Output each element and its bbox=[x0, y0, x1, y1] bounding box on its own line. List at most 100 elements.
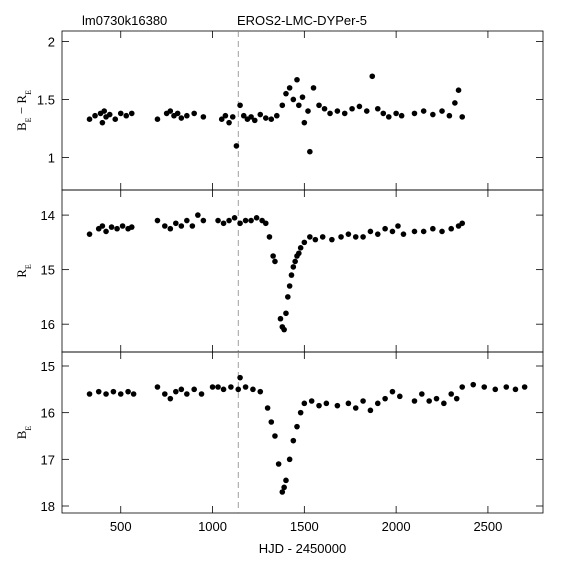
data-point bbox=[312, 236, 319, 243]
data-point bbox=[301, 400, 308, 407]
data-point bbox=[299, 94, 306, 100]
data-point bbox=[382, 225, 388, 232]
data-point bbox=[174, 110, 181, 117]
data-point bbox=[288, 272, 295, 278]
data-point bbox=[341, 110, 348, 117]
data-point bbox=[283, 310, 289, 317]
data-point bbox=[334, 402, 341, 409]
data-point bbox=[242, 217, 249, 224]
data-point bbox=[283, 90, 289, 97]
y-tick-label: 1 bbox=[48, 151, 55, 166]
data-point bbox=[360, 234, 366, 240]
data-point bbox=[200, 217, 207, 224]
data-point bbox=[184, 391, 190, 397]
data-point bbox=[275, 461, 282, 467]
data-point bbox=[99, 223, 106, 229]
data-point bbox=[167, 108, 174, 114]
data-point bbox=[345, 231, 352, 237]
data-point bbox=[389, 388, 396, 395]
data-point bbox=[294, 423, 300, 430]
data-point bbox=[420, 108, 427, 114]
y-tick-label: 16 bbox=[41, 317, 55, 332]
x-tick-label: 2000 bbox=[382, 519, 411, 534]
y-axis-label-part: B bbox=[14, 122, 29, 131]
data-point bbox=[307, 148, 313, 155]
panel-frame bbox=[61, 351, 544, 514]
data-point bbox=[380, 110, 387, 117]
data-point bbox=[279, 102, 286, 109]
data-point bbox=[426, 398, 432, 404]
data-point bbox=[290, 437, 297, 444]
y-tick-label: 15 bbox=[41, 359, 55, 374]
data-point bbox=[301, 239, 308, 246]
data-point bbox=[262, 220, 269, 227]
data-point bbox=[439, 108, 445, 114]
data-point bbox=[268, 116, 275, 123]
data-point bbox=[385, 114, 392, 120]
data-point bbox=[237, 374, 243, 381]
data-point bbox=[272, 258, 278, 265]
y-axis-label-part: E bbox=[24, 90, 33, 95]
y-axis-label: BE − RE bbox=[14, 90, 33, 131]
data-point bbox=[433, 395, 440, 402]
data-point bbox=[411, 228, 418, 235]
data-point bbox=[215, 384, 221, 390]
data-point bbox=[251, 117, 258, 124]
data-point bbox=[446, 112, 453, 119]
data-point bbox=[128, 110, 135, 117]
data-point bbox=[178, 223, 185, 229]
data-point bbox=[233, 143, 240, 149]
data-point bbox=[167, 225, 174, 232]
data-point bbox=[198, 391, 205, 397]
data-point bbox=[119, 223, 126, 229]
data-point bbox=[290, 96, 297, 103]
y-axis-label: RE bbox=[14, 264, 33, 278]
y-tick-label: 14 bbox=[41, 208, 55, 223]
data-point bbox=[191, 386, 197, 393]
data-point bbox=[250, 386, 256, 393]
data-point bbox=[382, 395, 388, 402]
data-point bbox=[228, 384, 234, 390]
data-point bbox=[114, 225, 120, 232]
data-point bbox=[512, 386, 519, 393]
y-axis-label: BE bbox=[14, 426, 33, 440]
data-point bbox=[459, 384, 466, 390]
data-point bbox=[363, 108, 370, 114]
data-point bbox=[218, 116, 225, 123]
data-point bbox=[262, 115, 269, 121]
data-point bbox=[184, 112, 190, 119]
data-point bbox=[125, 388, 131, 395]
y-tick-label: 1.5 bbox=[37, 92, 55, 107]
data-point bbox=[86, 391, 93, 397]
data-point bbox=[374, 231, 381, 237]
data-point bbox=[178, 386, 185, 393]
data-point bbox=[439, 228, 445, 235]
y-axis-label-part: E bbox=[24, 117, 33, 122]
data-point bbox=[154, 116, 161, 123]
data-point bbox=[248, 114, 254, 120]
data-point bbox=[316, 402, 322, 409]
data-point bbox=[459, 114, 466, 120]
data-point bbox=[470, 381, 477, 388]
x-tick-label: 1500 bbox=[290, 519, 319, 534]
data-point bbox=[448, 225, 455, 232]
data-point bbox=[195, 212, 201, 218]
data-point bbox=[215, 217, 221, 224]
chart-title: EROS2-LMC-DYPer-5 bbox=[237, 13, 367, 28]
data-point bbox=[305, 108, 311, 114]
data-point bbox=[257, 388, 264, 395]
y-axis-label-part: − R bbox=[14, 95, 29, 118]
data-point bbox=[296, 250, 302, 257]
data-point bbox=[296, 102, 302, 109]
y-axis-label-part: R bbox=[14, 269, 29, 278]
data-point bbox=[240, 112, 247, 119]
data-point bbox=[117, 391, 124, 397]
data-point bbox=[162, 391, 168, 397]
data-point bbox=[301, 119, 308, 126]
data-point bbox=[257, 111, 264, 118]
data-point bbox=[448, 391, 455, 397]
data-point bbox=[178, 115, 185, 121]
data-point bbox=[272, 433, 278, 439]
data-point bbox=[191, 110, 197, 117]
data-point bbox=[452, 100, 458, 106]
